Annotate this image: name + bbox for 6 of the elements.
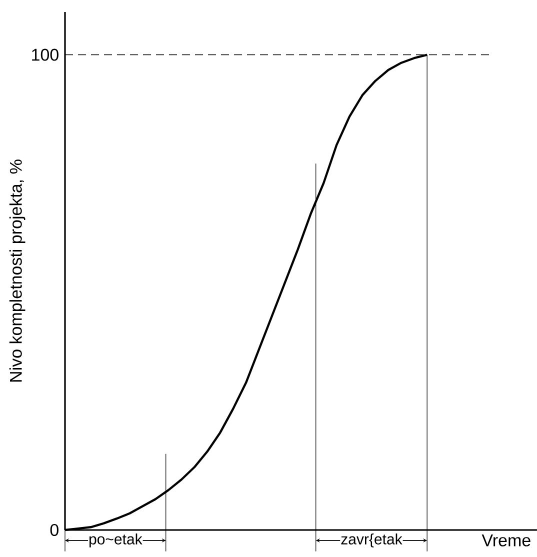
text: po~etak xyxy=(90,533,142,548)
x-axis-title: Vreme xyxy=(482,534,530,546)
y-tick-label: 100 xyxy=(32,48,58,61)
y-tick-label: 0 xyxy=(50,524,58,536)
text: zavr{etak xyxy=(341,533,402,548)
y-axis-title: Nivo kompletnosti projekta, % xyxy=(9,160,26,382)
